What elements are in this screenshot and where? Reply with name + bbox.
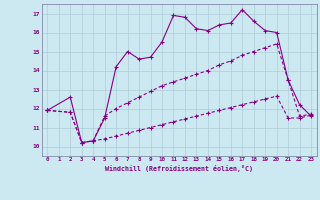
X-axis label: Windchill (Refroidissement éolien,°C): Windchill (Refroidissement éolien,°C) bbox=[105, 165, 253, 172]
